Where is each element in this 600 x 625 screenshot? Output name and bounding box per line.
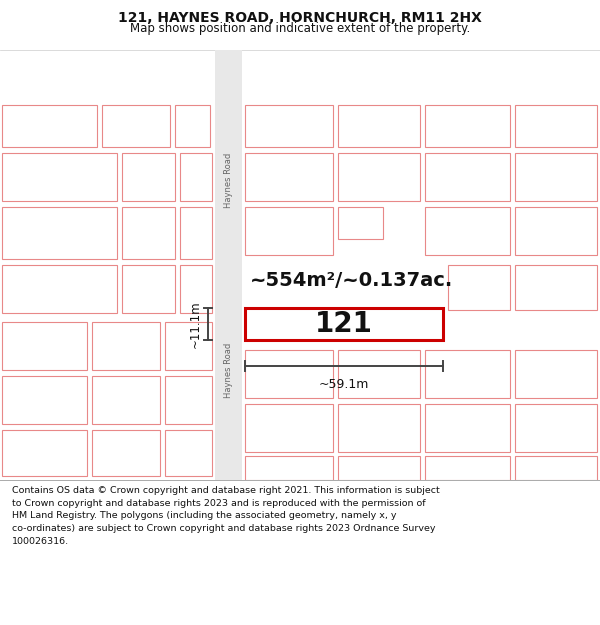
Bar: [338, 207, 383, 239]
Bar: [92, 430, 160, 476]
Bar: [2, 105, 97, 147]
Bar: [338, 105, 420, 147]
Text: ~554m²/~0.137ac.: ~554m²/~0.137ac.: [250, 271, 453, 289]
Bar: [515, 153, 597, 201]
Bar: [245, 207, 333, 255]
Bar: [180, 265, 212, 313]
Bar: [92, 322, 160, 370]
Bar: [180, 207, 212, 259]
Bar: [515, 105, 597, 147]
Bar: [2, 376, 87, 424]
Bar: [515, 207, 597, 255]
Bar: [425, 153, 510, 201]
Bar: [2, 322, 87, 370]
Text: Haynes Road: Haynes Road: [224, 152, 233, 208]
Bar: [92, 376, 160, 424]
Bar: [122, 207, 175, 259]
Bar: [122, 153, 175, 201]
Bar: [245, 456, 333, 480]
Bar: [245, 308, 443, 340]
Bar: [338, 456, 420, 480]
Bar: [448, 265, 510, 310]
Bar: [245, 153, 333, 201]
Bar: [215, 50, 242, 480]
Bar: [175, 105, 210, 147]
Bar: [425, 207, 510, 255]
Bar: [245, 105, 333, 147]
Bar: [2, 430, 87, 476]
Bar: [338, 404, 420, 452]
Bar: [102, 105, 170, 147]
Bar: [2, 265, 117, 313]
Bar: [425, 404, 510, 452]
Bar: [165, 430, 212, 476]
Bar: [425, 456, 510, 480]
Bar: [245, 404, 333, 452]
Bar: [2, 207, 117, 259]
Text: Map shows position and indicative extent of the property.: Map shows position and indicative extent…: [130, 22, 470, 35]
Text: 121: 121: [315, 310, 373, 338]
Text: ~11.1m: ~11.1m: [189, 300, 202, 348]
Text: Contains OS data © Crown copyright and database right 2021. This information is : Contains OS data © Crown copyright and d…: [12, 486, 440, 546]
Bar: [338, 350, 420, 398]
Bar: [515, 350, 597, 398]
Bar: [515, 456, 597, 480]
Bar: [338, 153, 420, 201]
Text: 121, HAYNES ROAD, HORNCHURCH, RM11 2HX: 121, HAYNES ROAD, HORNCHURCH, RM11 2HX: [118, 11, 482, 25]
Bar: [515, 265, 597, 310]
Bar: [515, 404, 597, 452]
Bar: [165, 376, 212, 424]
Bar: [180, 153, 212, 201]
Bar: [2, 153, 117, 201]
Text: ~59.1m: ~59.1m: [319, 378, 369, 391]
Bar: [122, 265, 175, 313]
Bar: [425, 350, 510, 398]
Bar: [165, 322, 212, 370]
Bar: [245, 350, 333, 398]
Bar: [425, 105, 510, 147]
Text: Haynes Road: Haynes Road: [224, 342, 233, 398]
